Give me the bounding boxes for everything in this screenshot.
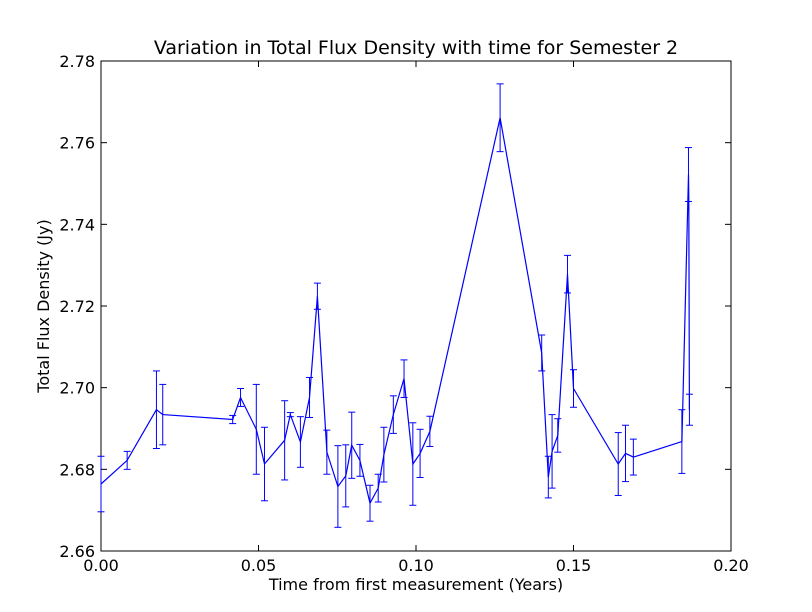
y-tick-label: 2.78 (59, 52, 95, 71)
y-tick-label: 2.70 (59, 379, 95, 398)
y-tick-label: 2.66 (59, 542, 95, 561)
x-tick-label: 0.10 (398, 556, 434, 575)
y-axis-ticks: 2.66 2.68 2.70 2.72 2.74 2.76 2.78 (59, 52, 731, 561)
series-line (100, 117, 691, 505)
y-tick-label: 2.68 (59, 460, 95, 479)
x-axis-label: Time from first measurement (Years) (268, 575, 563, 594)
y-axis-label: Total Flux Density (Jy) (34, 219, 53, 393)
x-axis-ticks: 0.00 0.05 0.10 0.15 0.20 (83, 61, 749, 575)
y-tick-label: 2.76 (59, 134, 95, 153)
plot-area (97, 60, 732, 552)
chart-title: Variation in Total Flux Density with tim… (154, 37, 678, 59)
x-tick-label: 0.05 (241, 556, 277, 575)
y-tick-label: 2.72 (59, 297, 95, 316)
y-tick-label: 2.74 (59, 215, 95, 234)
x-tick-label: 0.20 (713, 556, 749, 575)
plot-frame (100, 60, 732, 552)
x-tick-label: 0.00 (83, 556, 119, 575)
x-tick-label: 0.15 (556, 556, 592, 575)
